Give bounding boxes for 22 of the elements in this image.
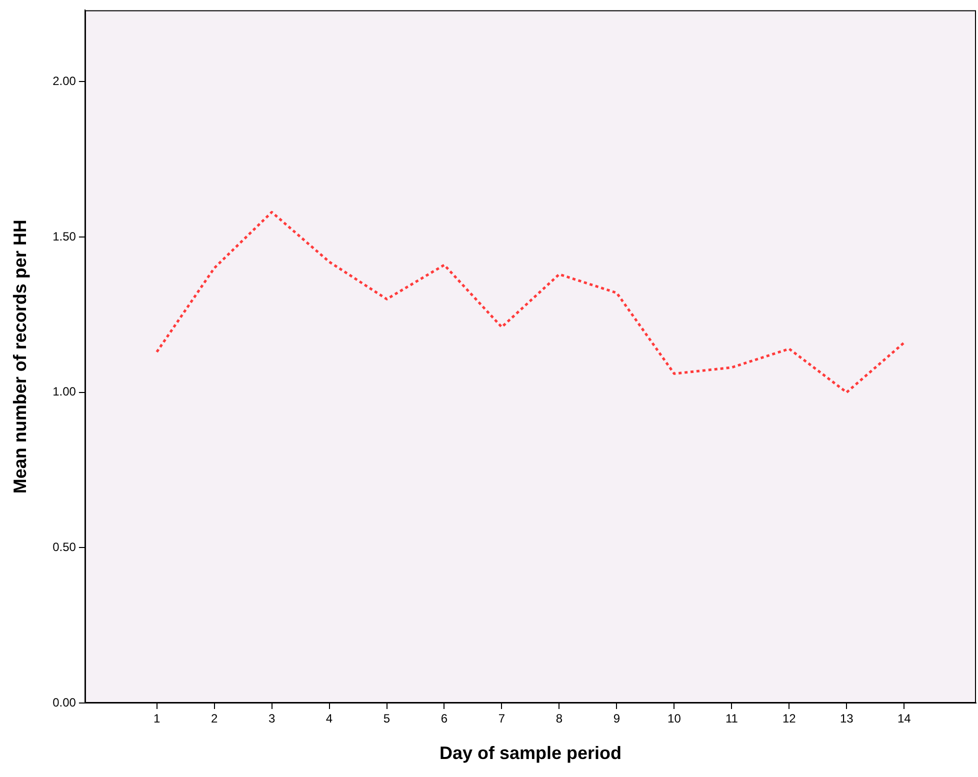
x-tick-label: 2 — [210, 712, 218, 726]
x-tick-label: 10 — [668, 712, 682, 726]
y-tick-label: 1.50 — [52, 229, 76, 244]
x-tick-label: 8 — [556, 712, 563, 726]
y-axis-title: Mean number of records per HH — [10, 220, 30, 494]
x-tick-label: 14 — [897, 712, 912, 726]
y-tick-label: 0.50 — [52, 540, 76, 554]
x-tick-label: 5 — [383, 712, 390, 726]
x-tick-label: 9 — [613, 712, 620, 726]
y-tick-label: 0.00 — [52, 695, 76, 710]
x-tick-label: 13 — [840, 712, 854, 726]
x-tick-label: 4 — [326, 712, 333, 726]
x-axis-title: Day of sample period — [439, 743, 622, 764]
x-tick-label: 12 — [782, 712, 796, 726]
y-tick-label: 2.00 — [52, 74, 76, 88]
x-tick-label: 6 — [440, 712, 448, 726]
x-tick-label: 11 — [725, 712, 738, 726]
x-tick-label: 3 — [268, 712, 276, 726]
x-tick-label: 1 — [153, 712, 160, 726]
x-tick-label: 7 — [498, 712, 506, 726]
y-tick-label: 1.00 — [52, 384, 76, 399]
line-series — [156, 210, 906, 394]
